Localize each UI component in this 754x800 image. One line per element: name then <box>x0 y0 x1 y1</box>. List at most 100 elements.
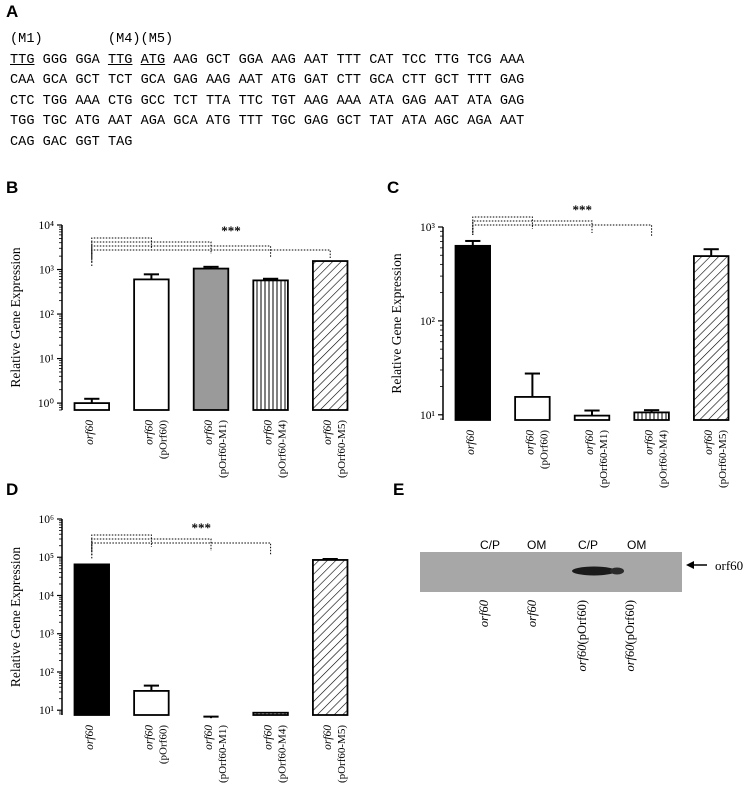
codon: CAT <box>369 52 394 68</box>
x-category-label: orf60 (pOrf60-M1) <box>203 420 229 478</box>
codon: TCT <box>173 93 198 109</box>
x-category-label: orf60 <box>84 420 96 445</box>
x-label-strain: orf60 <box>263 420 275 445</box>
panel-label-e: E <box>393 480 405 499</box>
y-tick-label: 10² <box>420 316 436 328</box>
codon: GGA <box>238 52 264 68</box>
codon: GAG <box>401 93 427 109</box>
bar-chart-c: 10¹ 10² 10³ Relative Gene Expression *** orf6… <box>389 202 730 488</box>
codon: AAT <box>238 73 264 89</box>
codon: ATA <box>369 93 394 109</box>
codon: AAA <box>75 93 100 109</box>
x-label-strain: orf60 <box>703 430 715 455</box>
codon: GCT <box>336 114 362 130</box>
panel-label-b: B <box>6 178 19 197</box>
lane-strain: orf60 <box>477 599 491 627</box>
y-tick-label: 10² <box>39 309 55 321</box>
lane-plasmid: (pOrf60) <box>575 600 589 644</box>
significance-bracket <box>91 237 152 254</box>
mutation-marker: (M4) <box>107 32 141 47</box>
bar <box>312 260 349 411</box>
codon: ATG <box>75 114 100 130</box>
codon: TGG <box>10 114 35 130</box>
panel-label-c: C <box>387 178 400 197</box>
codon: GGT <box>75 134 100 150</box>
sequence-line: TGG TGC ATG AAT AGA GCA ATG TTT TGC GAG … <box>10 112 524 133</box>
codon: GAG <box>173 73 198 89</box>
x-category-label: orf60 (pOrf60) <box>524 430 550 469</box>
codon: CTG <box>107 93 133 109</box>
lane-header-4: OM <box>627 538 647 552</box>
x-label-strain: orf60 <box>203 725 215 750</box>
bar <box>312 559 349 716</box>
y-tick-label: 10⁵ <box>38 552 54 564</box>
codon: TGC <box>42 114 68 130</box>
codon: GCA <box>369 73 394 89</box>
codon: ATG <box>140 52 166 68</box>
x-label-plasmid: (pOrf60-M1) <box>217 420 229 478</box>
bar <box>252 279 289 411</box>
y-tick-label: 10⁶ <box>38 514 54 526</box>
x-label-strain: orf60 <box>322 725 334 750</box>
mutation-marker-row: (M1) (M4)(M5) <box>10 30 524 51</box>
x-category-label: orf60 (pOrf60-M4) <box>644 430 670 488</box>
codon: AGA <box>467 114 492 130</box>
x-label-plasmid: (pOrf60-M5) <box>336 420 348 478</box>
codon: CAG <box>10 134 35 150</box>
significance-bracket <box>91 241 212 258</box>
x-category-label: orf60 (pOrf60) <box>143 420 169 459</box>
x-label-plasmid: (pOrf60) <box>157 420 169 459</box>
significance-bracket <box>91 542 272 559</box>
codon: GGG <box>42 52 68 68</box>
y-tick-label: 10³ <box>39 629 55 641</box>
bar <box>693 255 730 421</box>
significance-bracket <box>91 534 152 551</box>
bar <box>133 690 170 716</box>
band-arrow-head <box>686 561 694 569</box>
x-category-label: orf60 <box>84 725 96 750</box>
mutation-marker: (M5) <box>140 32 174 47</box>
significance-stars: *** <box>221 223 241 238</box>
significance-bracket <box>472 224 653 237</box>
codon: TTG <box>434 52 460 68</box>
blot-membrane <box>420 552 682 592</box>
codon: GCA <box>173 114 198 130</box>
x-label-strain: orf60 <box>143 420 155 445</box>
significance-stars: *** <box>572 202 592 217</box>
codon: TTG <box>107 52 133 68</box>
codon: TCG <box>467 52 492 68</box>
x-label-plasmid: (pOrf60-M1) <box>217 725 229 783</box>
lane-label: orf60(pOrf60) <box>623 600 637 672</box>
bar <box>633 411 670 421</box>
y-tick-label: 10⁴ <box>38 220 54 232</box>
codon: AAT <box>107 114 133 130</box>
y-tick-label: 10¹ <box>39 705 55 717</box>
codon: GCT <box>205 52 231 68</box>
sequence-line: CAA GCA GCT TCT GCA GAG AAG AAT ATG GAT … <box>10 71 524 92</box>
bar <box>573 414 611 421</box>
x-label-plasmid: (pOrf60-M5) <box>336 725 348 783</box>
codon: ATA <box>401 114 427 130</box>
codon: AGA <box>140 114 166 130</box>
codon: AAG <box>205 73 231 89</box>
x-label-plasmid: (pOrf60-M5) <box>717 430 729 488</box>
codon: TTA <box>205 93 231 109</box>
y-tick-label: 10⁰ <box>38 398 55 410</box>
codon: ATG <box>205 114 231 130</box>
lane-strain: orf60 <box>525 599 539 627</box>
codon: GCC <box>140 93 166 109</box>
codon: TTT <box>336 52 362 68</box>
codon: TTT <box>238 114 264 130</box>
x-label-strain: orf60 <box>322 420 334 445</box>
codon: TGT <box>271 93 296 109</box>
bar <box>73 402 110 411</box>
bar <box>252 711 289 716</box>
codon: AGC <box>434 114 460 130</box>
codon: TTG <box>10 52 35 68</box>
lane-header-1: C/P <box>480 538 501 552</box>
x-label-strain: orf60 <box>143 725 155 750</box>
codon: GCT <box>434 73 460 89</box>
codon: GAG <box>303 114 329 130</box>
lane-label: orf60 <box>477 599 491 627</box>
